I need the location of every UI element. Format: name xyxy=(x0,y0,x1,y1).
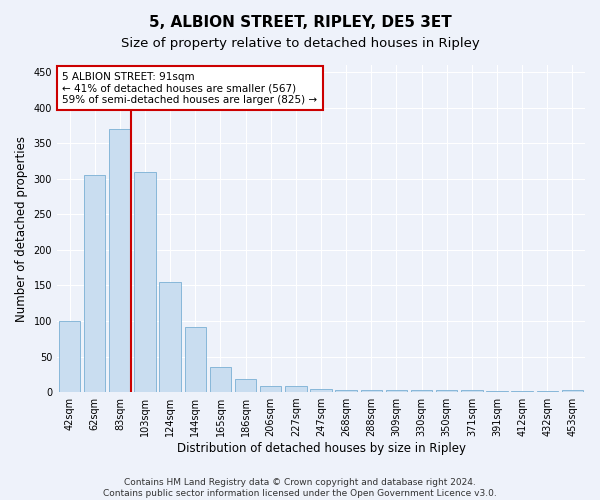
Bar xyxy=(335,390,357,392)
Y-axis label: Number of detached properties: Number of detached properties xyxy=(15,136,28,322)
Bar xyxy=(260,386,281,392)
Bar xyxy=(109,129,131,392)
Bar xyxy=(185,326,206,392)
Bar xyxy=(310,388,332,392)
X-axis label: Distribution of detached houses by size in Ripley: Distribution of detached houses by size … xyxy=(176,442,466,455)
Bar xyxy=(235,380,256,392)
Text: 5, ALBION STREET, RIPLEY, DE5 3ET: 5, ALBION STREET, RIPLEY, DE5 3ET xyxy=(149,15,451,30)
Bar xyxy=(411,390,432,392)
Text: 5 ALBION STREET: 91sqm
← 41% of detached houses are smaller (567)
59% of semi-de: 5 ALBION STREET: 91sqm ← 41% of detached… xyxy=(62,72,317,104)
Text: Size of property relative to detached houses in Ripley: Size of property relative to detached ho… xyxy=(121,38,479,51)
Bar xyxy=(361,390,382,392)
Bar xyxy=(59,321,80,392)
Bar xyxy=(134,172,156,392)
Bar xyxy=(461,390,482,392)
Bar xyxy=(285,386,307,392)
Bar xyxy=(160,282,181,392)
Text: Contains HM Land Registry data © Crown copyright and database right 2024.
Contai: Contains HM Land Registry data © Crown c… xyxy=(103,478,497,498)
Bar xyxy=(84,175,106,392)
Bar xyxy=(210,367,231,392)
Bar xyxy=(386,390,407,392)
Bar xyxy=(436,390,457,392)
Bar xyxy=(562,390,583,392)
